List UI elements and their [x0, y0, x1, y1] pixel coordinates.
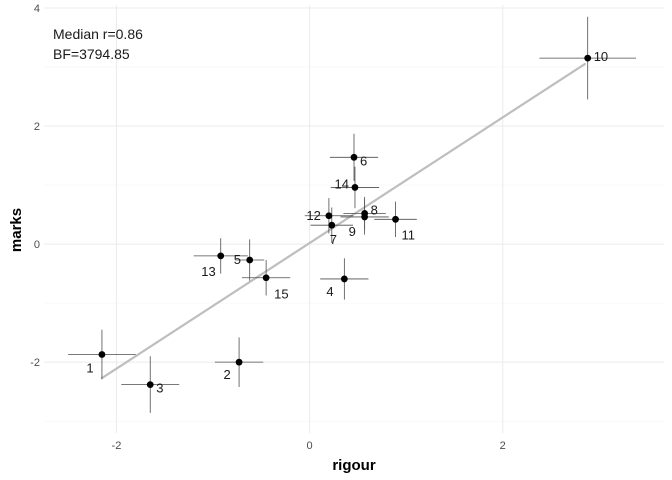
- bayes-factor-annotation: BF=3794.85: [53, 46, 130, 62]
- correlation-annotation: Median r=0.86: [53, 26, 143, 42]
- y-tick-label: 4: [34, 3, 40, 15]
- data-point: [340, 275, 348, 283]
- data-point: [235, 358, 243, 366]
- regression-line: [100, 62, 586, 380]
- point-label: 15: [274, 287, 288, 302]
- point-label: 1: [86, 360, 93, 375]
- data-point: [351, 184, 359, 191]
- x-tick-label: -2: [112, 440, 122, 452]
- data-point: [262, 274, 270, 282]
- x-tick-label: 0: [307, 440, 313, 452]
- point-label: 9: [349, 224, 356, 239]
- data-point: [98, 351, 106, 358]
- point-label: 13: [201, 264, 215, 279]
- point-label: 7: [330, 232, 337, 247]
- point-label: 8: [371, 202, 378, 217]
- point-label: 4: [326, 284, 333, 299]
- data-point: [325, 212, 333, 220]
- point-label: 11: [402, 227, 416, 242]
- point-label: 2: [223, 367, 230, 382]
- x-axis-title: rigour: [332, 457, 375, 474]
- y-axis-title: marks: [8, 208, 25, 252]
- y-tick-label: 0: [34, 239, 40, 251]
- data-point: [361, 213, 369, 221]
- point-label: 12: [306, 208, 320, 223]
- data-point: [217, 252, 225, 260]
- point-label: 14: [334, 176, 348, 191]
- data-point: [328, 221, 336, 229]
- x-tick-label: 2: [500, 440, 506, 452]
- data-points: [98, 54, 592, 388]
- point-label: 5: [234, 252, 241, 267]
- y-tick-label: 2: [34, 121, 40, 133]
- data-point: [146, 381, 154, 388]
- point-label: 10: [594, 49, 608, 64]
- grid: [44, 5, 664, 433]
- data-point: [350, 153, 358, 161]
- point-label: 3: [156, 381, 163, 396]
- fit-line-layer: [100, 62, 586, 380]
- data-point: [392, 215, 399, 223]
- point-label: 6: [360, 153, 367, 168]
- data-point: [584, 54, 592, 62]
- y-tick-label: -2: [30, 357, 40, 369]
- tick-labels: -2 0 2 -2 0 2 4: [30, 3, 506, 452]
- data-point: [246, 256, 254, 264]
